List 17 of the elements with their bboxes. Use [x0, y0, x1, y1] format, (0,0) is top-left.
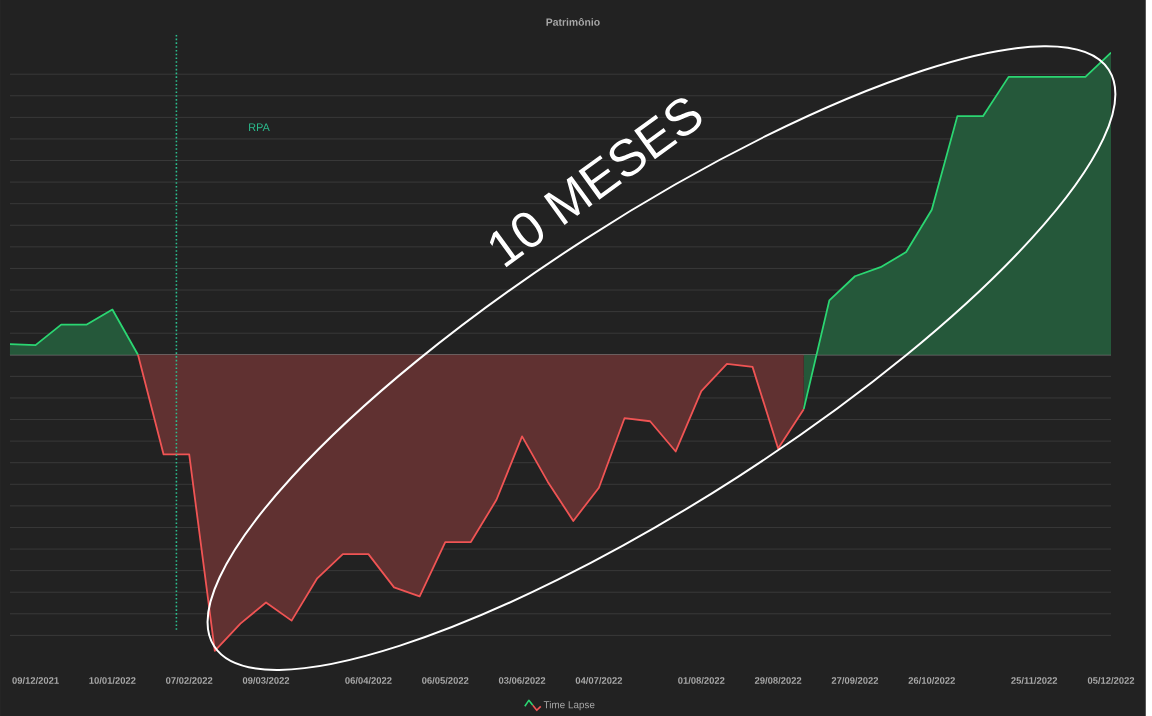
x-tick-label: 26/10/2022: [908, 676, 955, 684]
x-tick-label: 03/06/2022: [498, 676, 546, 684]
x-tick-label: 09/03/2022: [242, 676, 290, 684]
ref-line-label: RPA: [249, 123, 270, 131]
chart-title: Patrimônio: [546, 17, 600, 26]
x-tick-label: 01/08/2022: [678, 676, 725, 684]
x-tick-label: 07/02/2022: [166, 676, 213, 684]
x-tick-label: 10/01/2022: [89, 676, 136, 684]
x-tick-label: 29/08/2022: [754, 676, 802, 684]
x-tick-label: 05/12/2022: [1087, 676, 1135, 684]
x-tick-label: 06/05/2022: [422, 676, 469, 684]
x-tick-label: 04/07/2022: [575, 676, 623, 684]
x-tick-label: 09/12/2021: [12, 676, 59, 684]
x-tick-label: 06/04/2022: [345, 676, 392, 684]
x-tick-label: 27/09/2022: [831, 676, 879, 684]
x-tick-label: 25/11/2022: [1011, 676, 1058, 684]
legend-label: Time Lapse: [543, 700, 595, 711]
